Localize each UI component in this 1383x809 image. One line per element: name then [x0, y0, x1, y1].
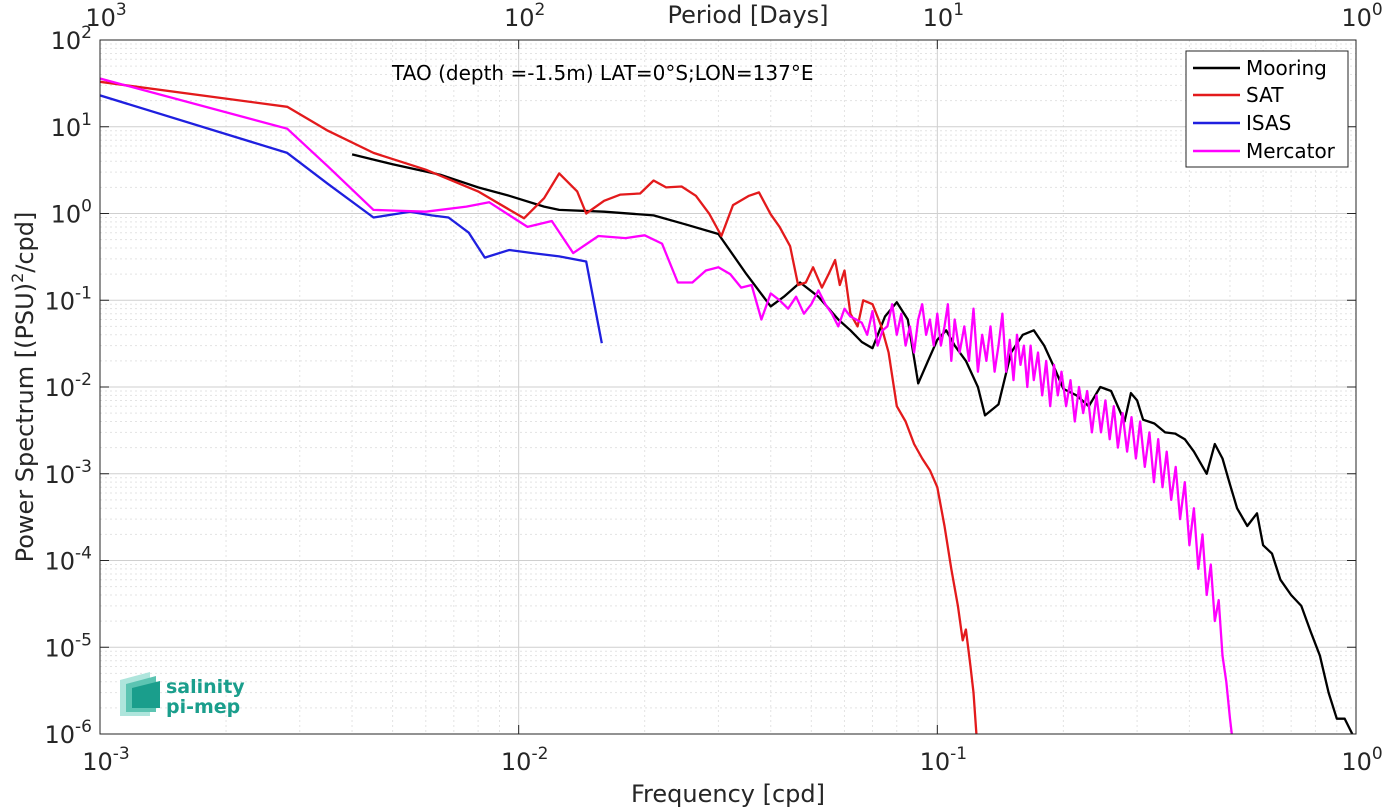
legend-label-mooring: Mooring: [1246, 56, 1327, 80]
y-tick-label-exponent: -6: [75, 717, 92, 737]
top-tick-label: 103: [85, 0, 126, 32]
y-tick-label: 10-4: [45, 544, 93, 576]
y-axis-label-tail: /cpd]: [11, 212, 39, 273]
x-tick-label: 10-1: [920, 744, 968, 776]
x-tick-label-exponent: 0: [1372, 744, 1383, 764]
top-tick-label-exponent: 0: [1372, 0, 1383, 20]
y-tick-label-exponent: -4: [75, 544, 92, 564]
x-tick-label-exponent: -2: [531, 744, 548, 764]
y-tick-label: 101: [51, 110, 92, 142]
y-tick-label-exponent: -3: [75, 457, 92, 477]
y-axis-label-main: Power Spectrum [(PSU): [11, 283, 39, 562]
y-tick-label-base: 10: [45, 634, 76, 662]
tick-marks: [99, 39, 1357, 735]
logo-text-pimep: pi-mep: [166, 696, 240, 718]
y-tick-label: 100: [51, 197, 92, 229]
y-tick-label-exponent: -1: [75, 283, 92, 303]
series-line-isas: [100, 94, 603, 344]
legend-label-isas: ISAS: [1246, 111, 1291, 135]
x-axis-label: Frequency [cpd]: [631, 780, 825, 808]
y-tick-label: 10-1: [45, 283, 93, 315]
top-tick-label-base: 10: [923, 4, 954, 32]
y-tick-label-base: 10: [51, 201, 82, 229]
x-tick-label-base: 10: [920, 748, 951, 776]
logo-text-salinity: salinity: [166, 676, 245, 698]
y-tick-label-base: 10: [45, 548, 76, 576]
y-tick-label-base: 10: [45, 374, 76, 402]
series-line-sat: [100, 80, 978, 734]
top-tick-label-base: 10: [85, 4, 116, 32]
top-axis-label: Period [Days]: [667, 1, 828, 29]
logo-layer-front: [132, 681, 160, 708]
top-tick-label-exponent: 3: [116, 0, 127, 20]
y-tick-label-exponent: -5: [75, 630, 92, 650]
top-tick-label-base: 10: [1341, 4, 1372, 32]
x-tick-label-base: 10: [82, 748, 113, 776]
x-tick-label-base: 10: [501, 748, 532, 776]
top-tick-label-base: 10: [504, 4, 535, 32]
top-tick-label: 100: [1341, 0, 1382, 32]
top-tick-label: 102: [504, 0, 545, 32]
y-tick-label-base: 10: [45, 721, 76, 749]
y-tick-label-base: 10: [51, 114, 82, 142]
y-tick-label-base: 10: [45, 287, 76, 315]
y-tick-label: 10-5: [45, 630, 93, 662]
y-tick-label-base: 10: [51, 27, 82, 55]
salinity-pi-mep-logo: salinity pi-mep: [120, 672, 245, 718]
legend: Mooring SAT ISAS Mercator: [1185, 50, 1349, 168]
top-x-tick-labels: 103 102 101 100: [85, 0, 1382, 32]
y-axis-label-superscript: 2: [8, 273, 27, 283]
series-line-mooring: [351, 153, 1354, 734]
legend-label-sat: SAT: [1246, 83, 1284, 107]
top-tick-label: 101: [923, 0, 964, 32]
y-tick-label: 10-3: [45, 457, 93, 489]
top-tick-label-exponent: 2: [535, 0, 546, 20]
y-axis-label: Power Spectrum [(PSU)2/cpd]: [8, 212, 39, 563]
y-tick-label-exponent: 0: [81, 197, 92, 217]
legend-label-mercator: Mercator: [1246, 139, 1336, 163]
legend-box: [1185, 50, 1349, 168]
x-tick-label: 10-3: [82, 744, 130, 776]
x-tick-label: 100: [1341, 744, 1382, 776]
y-tick-label: 102: [51, 23, 92, 55]
series-layer: [100, 77, 1354, 734]
y-tick-label-exponent: 1: [81, 110, 92, 130]
x-tick-label-exponent: -3: [113, 744, 130, 764]
y-tick-label-exponent: 2: [81, 23, 92, 43]
series-line-mercator: [100, 77, 1233, 734]
y-tick-label-exponent: -2: [75, 370, 92, 390]
x-tick-label-exponent: -1: [950, 744, 967, 764]
y-tick-label: 10-2: [45, 370, 93, 402]
top-tick-label-exponent: 1: [953, 0, 964, 20]
y-tick-label: 10-6: [45, 717, 93, 749]
chart-title: TAO (depth =-1.5m) LAT=0°S;LON=137°E: [391, 61, 813, 85]
x-tick-label: 10-2: [501, 744, 549, 776]
x-tick-label-base: 10: [1341, 748, 1372, 776]
x-tick-labels: 10-3 10-2 10-1 100: [82, 744, 1382, 776]
y-tick-label-base: 10: [45, 461, 76, 489]
